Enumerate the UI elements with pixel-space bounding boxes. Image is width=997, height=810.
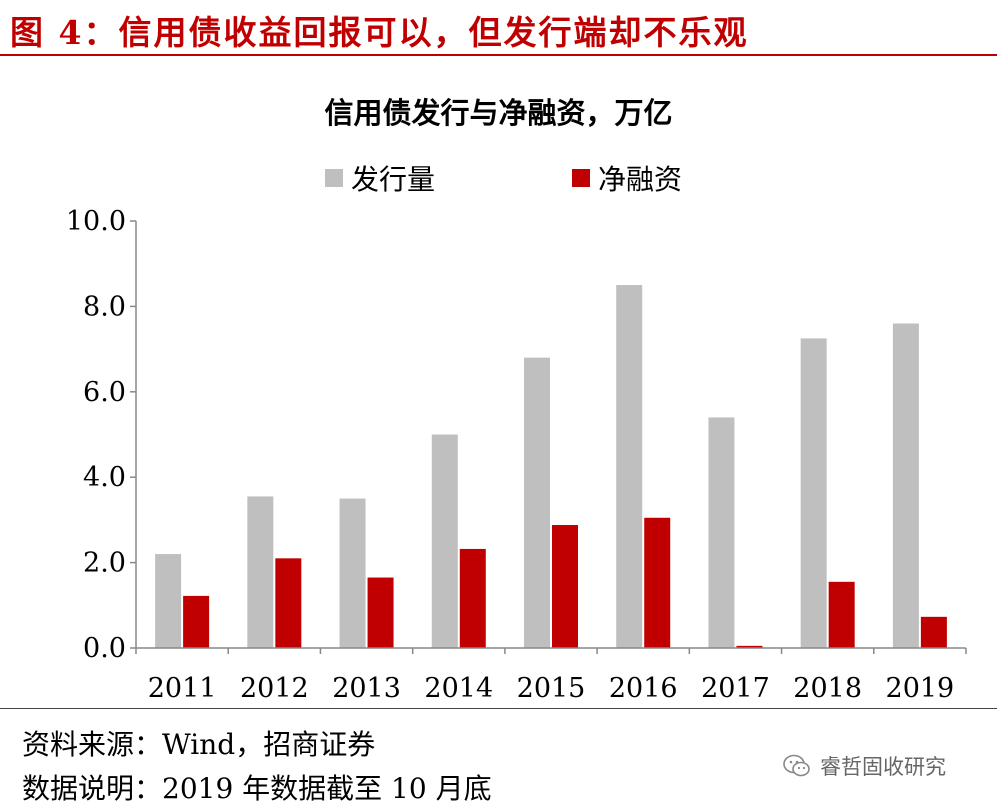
bar-net-financing-2014 xyxy=(459,548,486,648)
bar-issuance-2017 xyxy=(708,417,735,648)
x-tick-label: 2019 xyxy=(886,673,955,704)
chart-legend: 发行量 净融资 xyxy=(0,158,997,198)
y-tick-label: 6.0 xyxy=(83,377,126,408)
bar-net-financing-2016 xyxy=(644,517,671,648)
x-tick-label: 2013 xyxy=(332,673,401,704)
y-tick-label: 0.0 xyxy=(83,633,126,664)
bar-issuance-2013 xyxy=(339,498,366,648)
legend-item-issuance: 发行量 xyxy=(325,158,435,198)
x-tick-label: 2012 xyxy=(240,673,309,704)
bar-net-financing-2015 xyxy=(552,525,578,648)
bar-issuance-2012 xyxy=(247,496,274,648)
bar-net-financing-2013 xyxy=(367,577,394,648)
y-tick-label: 8.0 xyxy=(83,291,126,322)
x-tick-label: 2014 xyxy=(424,673,493,704)
y-tick-label: 4.0 xyxy=(83,462,126,493)
x-tick-label: 2011 xyxy=(148,673,217,704)
y-tick-label: 10.0 xyxy=(66,206,126,237)
bar-chart: 0.0 2.0 4.0 6.0 8.0 10.0 2011 2012 2013 2014 2015 2… xyxy=(66,206,967,704)
figure-header: 图 4：信用债收益回报可以，但发行端却不乐观 xyxy=(0,0,997,56)
x-tick-label: 2016 xyxy=(609,673,678,704)
bar-net-financing-2012 xyxy=(275,558,302,648)
legend-label-net-financing: 净融资 xyxy=(598,163,683,196)
figure-title: 图 4：信用债收益回报可以，但发行端却不乐观 xyxy=(10,13,749,52)
watermark: 睿哲固收研究 xyxy=(782,748,946,784)
x-tick-label: 2017 xyxy=(701,673,770,704)
bar-issuance-2015 xyxy=(524,357,550,648)
chart-title: 信用债发行与净融资，万亿 xyxy=(324,96,673,130)
x-tick-label: 2018 xyxy=(793,673,862,704)
bar-net-financing-2017 xyxy=(736,645,763,648)
watermark-text: 睿哲固收研究 xyxy=(820,755,946,779)
bar-issuance-2019 xyxy=(892,323,919,648)
legend-swatch-issuance xyxy=(325,169,343,187)
legend-label-issuance: 发行量 xyxy=(351,163,436,196)
bar-issuance-2011 xyxy=(155,554,182,648)
bar-issuance-2018 xyxy=(800,338,827,648)
source-note: 资料来源：Wind，招商证券 xyxy=(22,728,376,761)
legend-swatch-net-financing xyxy=(572,169,590,187)
bar-issuance-2014 xyxy=(431,434,458,648)
bar-issuance-2016 xyxy=(616,285,643,648)
x-tick-label: 2015 xyxy=(517,673,586,704)
bar-net-financing-2011 xyxy=(183,595,210,648)
wechat-icon xyxy=(783,754,810,777)
bar-net-financing-2018 xyxy=(828,581,855,648)
y-tick-label: 2.0 xyxy=(83,548,126,579)
legend-item-net-financing: 净融资 xyxy=(572,158,682,198)
data-note: 数据说明：2019 年数据截至 10 月底 xyxy=(22,772,492,805)
bar-net-financing-2019 xyxy=(920,616,947,648)
figure-footer: 资料来源：Wind，招商证券 数据说明：2019 年数据截至 10 月底 xyxy=(0,708,997,810)
